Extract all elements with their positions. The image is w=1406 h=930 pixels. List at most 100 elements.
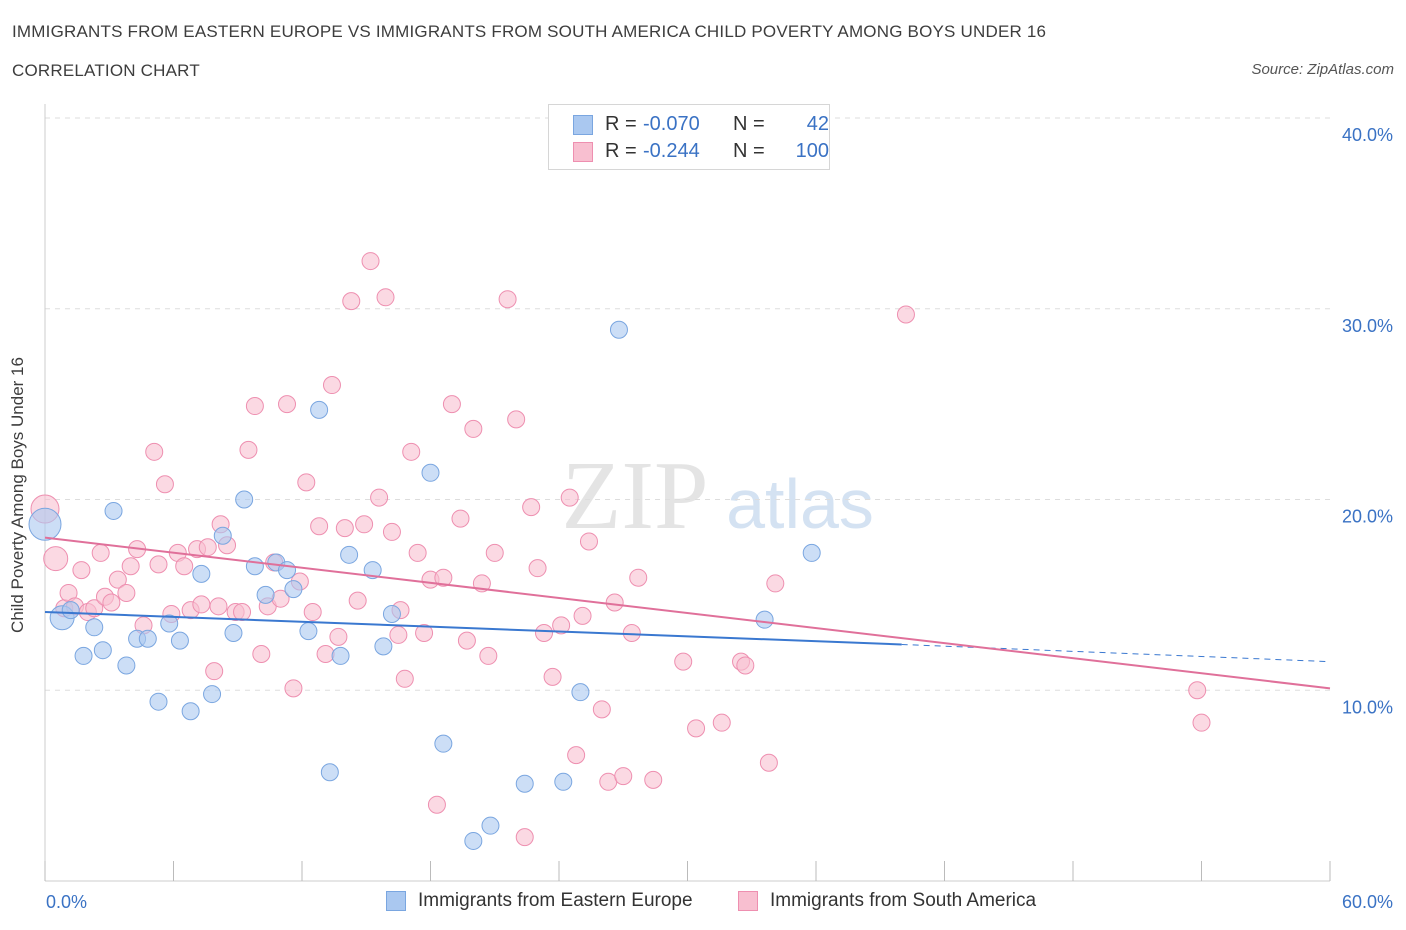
watermark-atlas: atlas [726, 465, 874, 543]
eastern-europe-point [284, 580, 303, 599]
trend-line-eastern-europe [44, 611, 902, 646]
south-america-point [579, 532, 598, 551]
x-tick-label: 0.0% [46, 892, 87, 912]
x-tick-label: 60.0% [1342, 892, 1393, 912]
y-axis-label: Child Poverty Among Boys Under 16 [8, 357, 27, 633]
south-america-point [479, 646, 498, 665]
south-america-point [205, 662, 224, 681]
south-america-point [376, 288, 395, 307]
eastern-europe-point [104, 501, 123, 520]
south-america-point [599, 772, 618, 791]
south-america-point [278, 395, 297, 414]
eastern-europe-point [74, 646, 93, 665]
south-america-point [85, 599, 104, 618]
source-note: Source: ZipAtlas.com [1251, 61, 1394, 78]
south-america-point [175, 557, 194, 576]
eastern-europe-point [138, 629, 157, 648]
south-america-point [560, 488, 579, 507]
eastern-europe-point [299, 622, 318, 641]
south-america-point [192, 595, 211, 614]
south-america-point [736, 656, 755, 675]
south-america-point [72, 561, 91, 580]
eastern-europe-point [181, 702, 200, 721]
eastern-europe-point [203, 685, 222, 704]
south-america-point [543, 667, 562, 686]
south-america-point [766, 574, 785, 593]
eastern-europe-point [213, 526, 232, 545]
south-america-point [535, 624, 554, 643]
south-america-point [43, 546, 69, 572]
south-america-point [370, 488, 389, 507]
eastern-europe-point [481, 816, 500, 835]
eastern-europe-point [363, 561, 382, 580]
south-america-point [102, 593, 121, 612]
south-america-point [427, 795, 446, 814]
legend-label: Immigrants from Eastern Europe [418, 890, 693, 911]
x-tick-labels: 0.0% 60.0% [46, 892, 1393, 912]
south-america-point [395, 669, 414, 688]
south-america-point [155, 475, 174, 494]
eastern-europe-point [802, 543, 821, 562]
axes [44, 104, 1331, 882]
n-value: 42 [806, 113, 829, 135]
n-value: 100 [795, 140, 829, 162]
south-america-point [245, 397, 264, 416]
eastern-europe-point [320, 763, 339, 782]
south-america-point [316, 645, 335, 664]
south-america-point [498, 290, 517, 309]
eastern-europe-point [85, 618, 104, 637]
eastern-europe-point [434, 734, 453, 753]
south-america-point [342, 292, 361, 311]
south-america-point [759, 753, 778, 772]
series-south-america-points [30, 252, 1211, 847]
south-america-point [573, 606, 592, 625]
south-america-point [303, 603, 322, 622]
r-label: R = [605, 113, 637, 135]
south-america-point [239, 440, 258, 459]
south-america-point [451, 509, 470, 528]
y-tick-label: 30.0% [1342, 316, 1393, 336]
south-america-point [402, 442, 421, 461]
eastern-europe-point [554, 772, 573, 791]
south-america-point [284, 679, 303, 698]
eastern-europe-point [515, 774, 534, 793]
south-america-point [297, 473, 316, 492]
south-america-point [522, 498, 541, 517]
south-america-point [322, 376, 341, 395]
eastern-europe-point [149, 692, 168, 711]
south-america-point [552, 616, 571, 635]
trend-line-eastern-europe-extension [901, 643, 1331, 663]
trend-lines [44, 536, 1331, 690]
south-america-point [361, 252, 380, 271]
y-tick-label: 20.0% [1342, 507, 1393, 527]
eastern-europe-point [28, 507, 62, 541]
gridlines [45, 117, 1330, 691]
south-america-point [896, 305, 915, 324]
eastern-europe-point [170, 631, 189, 650]
eastern-europe-point [192, 564, 211, 583]
r-label: R = [605, 140, 637, 162]
south-america-point [389, 625, 408, 644]
trend-line-south-america [44, 536, 1331, 690]
south-america-point [457, 631, 476, 650]
south-america-point [233, 603, 252, 622]
south-america-point [335, 519, 354, 538]
chart-subtitle: CORRELATION CHART [12, 61, 200, 80]
eastern-europe-point [609, 320, 628, 339]
n-label: N = [733, 113, 765, 135]
south-america-point [382, 522, 401, 541]
south-america-point [209, 597, 228, 616]
south-america-point [507, 410, 526, 429]
south-america-point [145, 442, 164, 461]
r-value: -0.244 [643, 140, 700, 162]
blue-swatch [386, 891, 406, 911]
south-america-point [442, 395, 461, 414]
eastern-europe-point [256, 585, 275, 604]
eastern-europe-point [224, 624, 243, 643]
south-america-point [464, 419, 483, 438]
eastern-europe-point [340, 545, 359, 564]
eastern-europe-point [278, 561, 297, 580]
south-america-point [198, 538, 217, 557]
south-america-point [434, 568, 453, 587]
south-america-point [614, 767, 633, 786]
